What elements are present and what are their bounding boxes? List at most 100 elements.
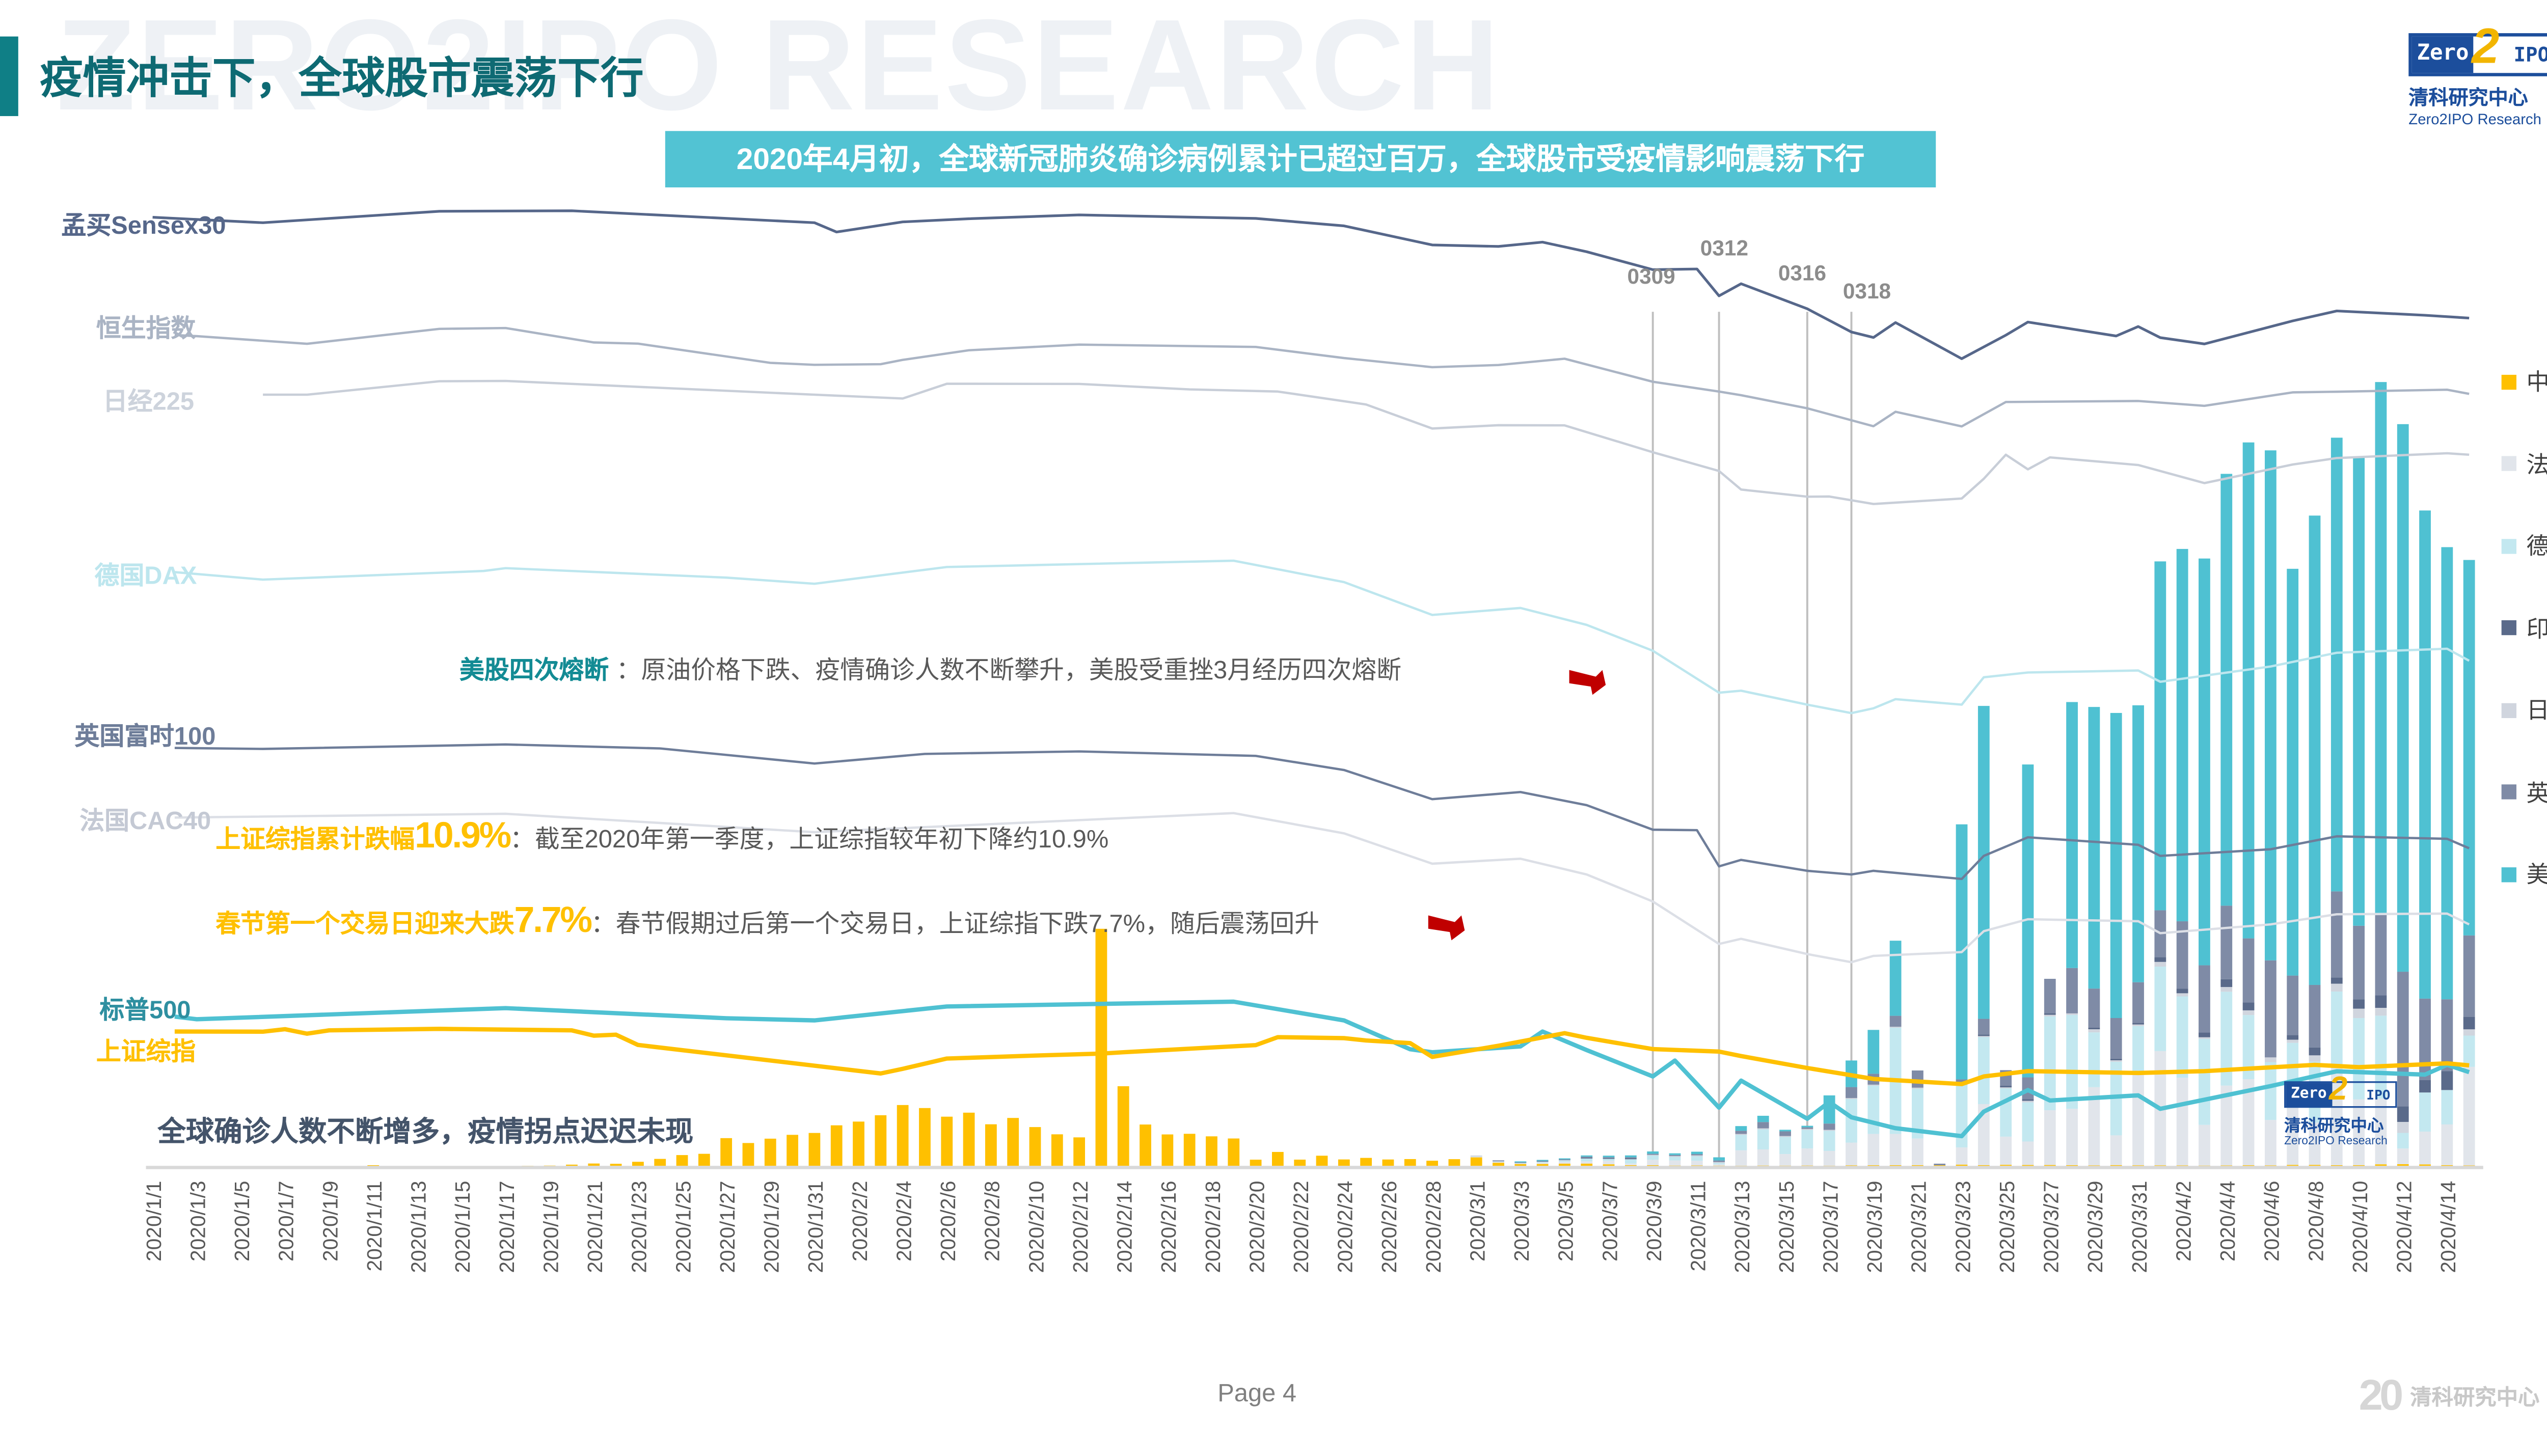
bar-segment-美国	[2419, 510, 2431, 999]
bar-segment-中国	[2110, 1165, 2122, 1166]
bar-segment-印度	[2287, 1035, 2299, 1040]
bar-segment-法国	[2022, 1141, 2034, 1165]
bar-segment-中国	[2022, 1165, 2034, 1166]
bar-segment-美国	[1624, 1155, 1637, 1158]
bar-segment-德国	[2242, 1015, 2255, 1080]
legend-swatch	[2501, 702, 2516, 718]
bar-segment-中国	[1140, 1124, 1151, 1166]
series-label-dax: 德国DAX	[94, 562, 197, 591]
x-tick-label: 2020/1/31	[804, 1181, 827, 1273]
bar-segment-日本	[2154, 961, 2166, 967]
bar-segment-德国	[2419, 1092, 2431, 1132]
series-label-sensex: 孟买Sensex30	[61, 212, 226, 241]
bar-segment-德国	[2220, 992, 2233, 1086]
bar-segment-中国	[2331, 1165, 2343, 1166]
bar-segment-日本	[2309, 1055, 2321, 1062]
bar-segment-美国	[2220, 474, 2233, 906]
bar-segment-法国	[1581, 1161, 1593, 1164]
bar-segment-英国	[1801, 1127, 1813, 1129]
bar-segment-德国	[1977, 1036, 1990, 1104]
bar-segment-中国	[764, 1138, 776, 1166]
bar-segment-美国	[2441, 547, 2453, 1000]
bar-segment-中国	[1559, 1163, 1570, 1166]
bar-segment-中国	[2044, 1165, 2056, 1166]
bar-segment-英国	[2353, 925, 2365, 1000]
bar-segment-法国	[2463, 1066, 2475, 1166]
bar-segment-德国	[2132, 1026, 2144, 1075]
legend-item: 英国	[2501, 775, 2547, 808]
bar-segment-英国	[2375, 914, 2387, 996]
line-日经225	[263, 379, 2470, 505]
footer-logo-text: 清科研究中心	[2410, 1385, 2540, 1410]
page-title: 疫情冲击下，全球股市震荡下行	[40, 53, 644, 103]
bar-segment-美国	[2022, 764, 2034, 1078]
bar-segment-德国	[1559, 1160, 1570, 1162]
bar-segment-中国	[1051, 1134, 1063, 1166]
bar-segment-日本	[1912, 1087, 1923, 1089]
bar-segment-中国	[787, 1135, 798, 1166]
annotation-key: 上证综指累计跌幅	[215, 826, 415, 855]
series-label-cac: 法国CAC40	[79, 807, 211, 836]
bar-segment-美国	[2331, 437, 2343, 892]
logo-two: 2	[2472, 20, 2500, 75]
logo-ipo: IPO	[2513, 43, 2547, 67]
bar-segment-印度	[2154, 957, 2166, 962]
bar-segment-印度	[2000, 1086, 2012, 1088]
bar-segment-美国	[1779, 1130, 1791, 1132]
bar-segment-英国	[1956, 1079, 1968, 1083]
bar-segment-法国	[2309, 1122, 2321, 1165]
bar-segment-美国	[1801, 1125, 1813, 1128]
bar-segment-日本	[1735, 1134, 1747, 1135]
line-恒生指数	[174, 326, 2470, 428]
bar-segment-法国	[1470, 1156, 1482, 1158]
chart-watermark-logo: Zero 2 IPO 清科研究中心 Zero2IPO Research	[2284, 1072, 2400, 1147]
bar-segment-法国	[1624, 1163, 1637, 1165]
bar-segment-中国	[2154, 1165, 2166, 1167]
annotation-percent: 7.7%	[514, 898, 593, 941]
bar-segment-印度	[2132, 1023, 2144, 1025]
bar-segment-英国	[1757, 1122, 1769, 1129]
bar-segment-德国	[1713, 1163, 1725, 1165]
bar-segment-法国	[1823, 1150, 1835, 1166]
series-label-sse: 上证综指	[96, 1038, 196, 1066]
annotation-circuit-breaker: 美股四次熔断 ：原油价格下跌、疫情确诊人数不断攀升，美股受重挫3月经历四次熔断	[459, 652, 1401, 686]
event-label: 0309	[1627, 263, 1675, 289]
bar-segment-法国	[2088, 1087, 2100, 1166]
bar-segment-法国	[1669, 1160, 1681, 1166]
bar-segment-中国	[632, 1162, 644, 1166]
x-tick-label: 2020/3/19	[1863, 1181, 1886, 1273]
bar-segment-法国	[1514, 1163, 1527, 1164]
bar-segment-中国	[720, 1138, 733, 1166]
logo-two: 2	[2328, 1071, 2348, 1108]
x-tick-label: 2020/1/27	[716, 1181, 739, 1273]
bar-segment-中国	[919, 1108, 931, 1166]
series-label-hsi: 恒生指数	[96, 315, 196, 344]
index-lines	[152, 209, 2470, 1139]
x-tick-label: 2020/1/5	[230, 1181, 254, 1261]
x-tick-label: 2020/2/14	[1113, 1181, 1136, 1273]
bar-segment-德国	[1691, 1156, 1703, 1161]
bar-segment-英国	[1977, 1019, 1990, 1035]
bar-segment-德国	[2066, 1014, 2078, 1109]
legend-swatch	[2501, 866, 2516, 882]
x-tick-label: 2020/3/7	[1598, 1181, 1621, 1261]
bar-segment-德国	[1581, 1158, 1593, 1162]
bar-segment-美国	[2242, 442, 2255, 939]
bar-segment-印度	[2044, 1013, 2056, 1015]
bar-segment-英国	[1559, 1159, 1570, 1161]
bar-segment-法国	[2397, 1148, 2409, 1164]
legend-label: 德国	[2526, 529, 2547, 562]
bar-segment-日本	[2110, 1060, 2122, 1062]
bar-segment-德国	[2375, 1015, 2387, 1099]
bar-segment-英国	[1912, 1070, 1923, 1088]
bar-segment-法国	[1691, 1161, 1703, 1166]
bar-segment-中国	[853, 1121, 864, 1166]
bar-segment-日本	[1669, 1156, 1681, 1157]
bar-segment-德国	[1867, 1085, 1880, 1134]
bar-segment-美国	[2309, 515, 2321, 985]
bar-segment-中国	[588, 1163, 600, 1166]
bar-segment-美国	[2154, 561, 2166, 911]
logo-mark: Zero 2 IPO	[2408, 20, 2547, 76]
red-arrow-icon	[1428, 915, 1465, 941]
bar-segment-日本	[1470, 1155, 1482, 1157]
